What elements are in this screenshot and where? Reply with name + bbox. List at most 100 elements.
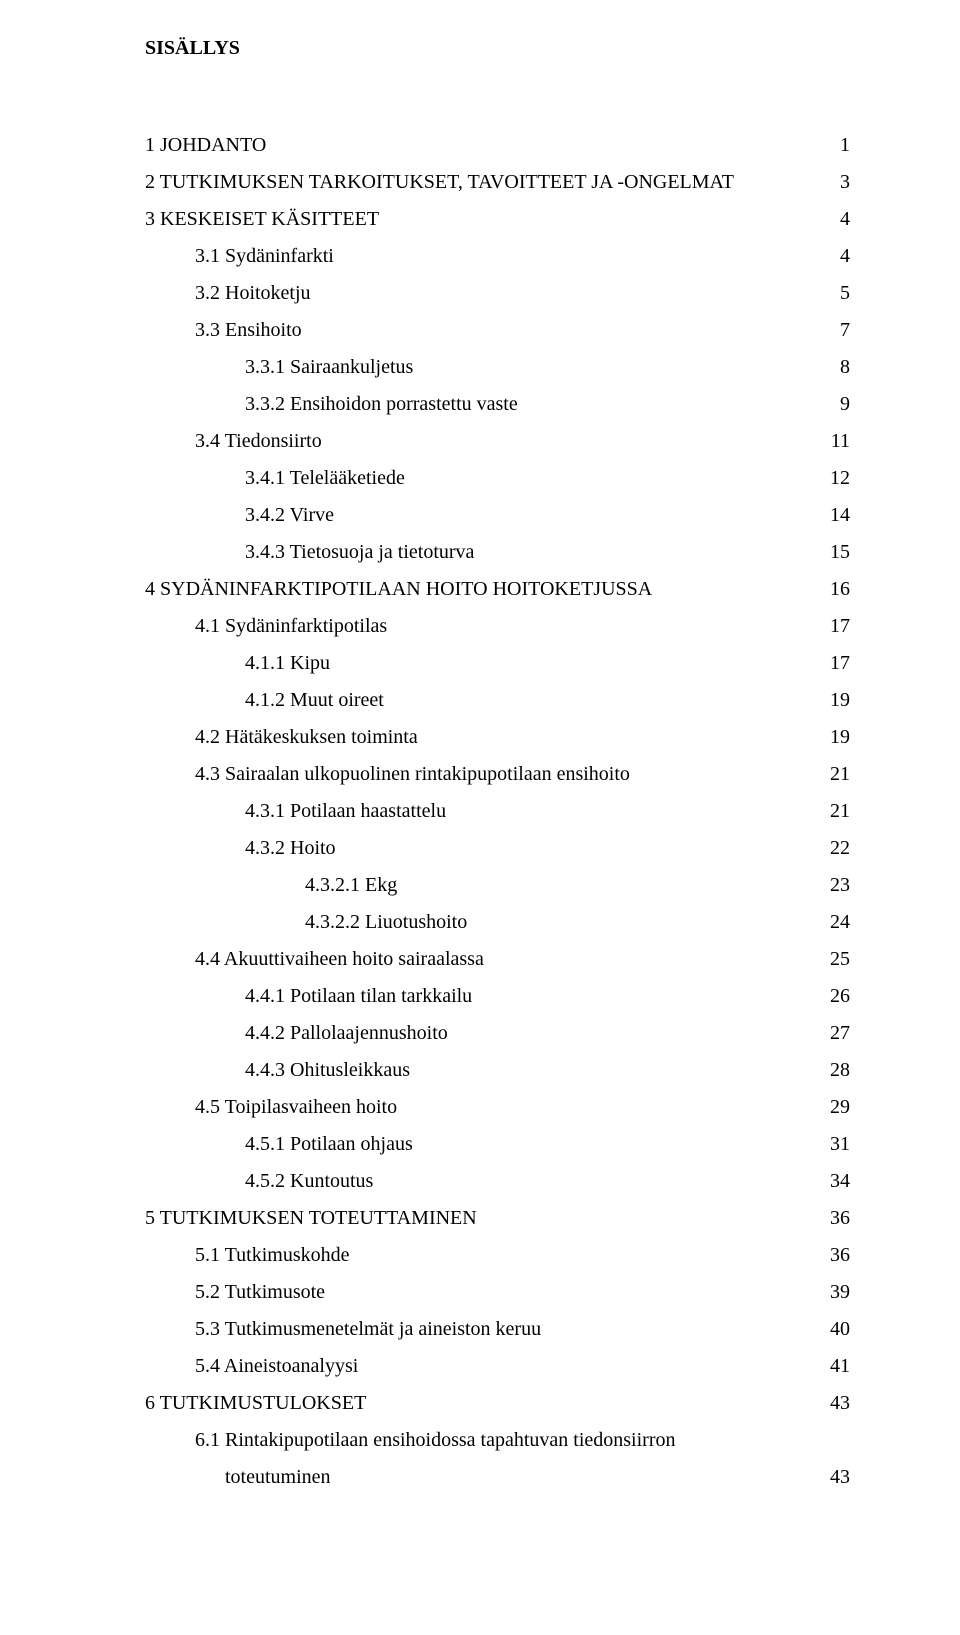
toc-page: 19 — [820, 719, 850, 756]
toc-label: 6.1 Rintakipupotilaan ensihoidossa tapah… — [145, 1422, 675, 1459]
toc-page: 24 — [820, 904, 850, 941]
toc-row: 3.1 Sydäninfarkti 4 — [145, 238, 850, 275]
toc-label: 4.1 Sydäninfarktipotilas — [145, 608, 387, 645]
toc-row: 3.4.3 Tietosuoja ja tietoturva 15 — [145, 534, 850, 571]
toc-row: 3.4.1 Telelääketiede 12 — [145, 460, 850, 497]
toc-row: 4.1.1 Kipu17 — [145, 645, 850, 682]
toc-label: 4.4.2 Pallolaajennushoito — [145, 1015, 448, 1052]
toc-page: 19 — [820, 682, 850, 719]
toc-row: 4.1 Sydäninfarktipotilas 17 — [145, 608, 850, 645]
toc-page: 29 — [820, 1089, 850, 1126]
toc-page: 26 — [820, 978, 850, 1015]
toc-label: 4.4 Akuuttivaiheen hoito sairaalassa — [145, 941, 484, 978]
toc-page: 23 — [820, 867, 850, 904]
toc-row: 4 SYDÄNINFARKTIPOTILAAN HOITO HOITOKETJU… — [145, 571, 850, 608]
toc-page: 11 — [820, 423, 850, 460]
toc-row: 4.5.1 Potilaan ohjaus 31 — [145, 1126, 850, 1163]
toc-page: 3 — [820, 164, 850, 201]
toc-label: 4.3.2.1 Ekg — [145, 867, 397, 904]
toc-row: 3.3.1 Sairaankuljetus 8 — [145, 349, 850, 386]
toc-row: 3 KESKEISET KÄSITTEET 4 — [145, 201, 850, 238]
toc-page: 1 — [820, 127, 850, 164]
toc-label: 4.3.2.2 Liuotushoito — [145, 904, 467, 941]
toc-page: 17 — [820, 608, 850, 645]
toc-page: 4 — [820, 238, 850, 275]
toc-page: 14 — [820, 497, 850, 534]
toc-label: 3.4.1 Telelääketiede — [145, 460, 405, 497]
toc-label: 4.4.1 Potilaan tilan tarkkailu — [145, 978, 472, 1015]
toc-page: 41 — [820, 1348, 850, 1385]
toc-row: 4.5.2 Kuntoutus 34 — [145, 1163, 850, 1200]
toc-row: 4.3 Sairaalan ulkopuolinen rintakipupoti… — [145, 756, 850, 793]
toc-page: 31 — [820, 1126, 850, 1163]
toc-page: 40 — [820, 1311, 850, 1348]
toc-page: 5 — [820, 275, 850, 312]
toc-row: 5.4 Aineistoanalyysi 41 — [145, 1348, 850, 1385]
toc-page: 43 — [820, 1385, 850, 1422]
toc-label: 5.4 Aineistoanalyysi — [145, 1348, 358, 1385]
toc-label: 3 KESKEISET KÄSITTEET — [145, 201, 379, 238]
toc-row: 1 JOHDANTO 1 — [145, 127, 850, 164]
toc-label: 2 TUTKIMUKSEN TARKOITUKSET, TAVOITTEET J… — [145, 164, 734, 201]
toc-label: 3.1 Sydäninfarkti — [145, 238, 334, 275]
toc-page: 36 — [820, 1200, 850, 1237]
toc-label: 4.2 Hätäkeskuksen toiminta — [145, 719, 418, 756]
toc-row: 5 TUTKIMUKSEN TOTEUTTAMINEN 36 — [145, 1200, 850, 1237]
toc-label: 3.4.2 Virve — [145, 497, 334, 534]
toc-body: 1 JOHDANTO 1 2 TUTKIMUKSEN TARKOITUKSET, T… — [145, 127, 850, 1496]
toc-page: 28 — [820, 1052, 850, 1089]
toc-page: 7 — [820, 312, 850, 349]
toc-row: 5.2 Tutkimusote39 — [145, 1274, 850, 1311]
toc-title: SISÄLLYS — [145, 30, 850, 67]
toc-page: 34 — [820, 1163, 850, 1200]
toc-row: 4.3.2.1 Ekg 23 — [145, 867, 850, 904]
toc-page: 21 — [820, 793, 850, 830]
toc-label: 4.3 Sairaalan ulkopuolinen rintakipupoti… — [145, 756, 630, 793]
toc-row: 4.4.2 Pallolaajennushoito 27 — [145, 1015, 850, 1052]
toc-label: 5.1 Tutkimuskohde — [145, 1237, 349, 1274]
toc-label: 4 SYDÄNINFARKTIPOTILAAN HOITO HOITOKETJU… — [145, 571, 652, 608]
toc-row: 4.3.1 Potilaan haastattelu 21 — [145, 793, 850, 830]
toc-row: 4.3.2.2 Liuotushoito 24 — [145, 904, 850, 941]
toc-label: 4.5.2 Kuntoutus — [145, 1163, 373, 1200]
toc-label: 5 TUTKIMUKSEN TOTEUTTAMINEN — [145, 1200, 477, 1237]
toc-label: 3.4 Tiedonsiirto — [145, 423, 322, 460]
toc-page: 22 — [820, 830, 850, 867]
toc-label: 5.3 Tutkimusmenetelmät ja aineiston keru… — [145, 1311, 541, 1348]
toc-page: 25 — [820, 941, 850, 978]
toc-label: 4.3.1 Potilaan haastattelu — [145, 793, 446, 830]
toc-page: 15 — [820, 534, 850, 571]
toc-row: 3.2 Hoitoketju 5 — [145, 275, 850, 312]
toc-label: 4.5.1 Potilaan ohjaus — [145, 1126, 413, 1163]
toc-row: 4.4.3 Ohitusleikkaus28 — [145, 1052, 850, 1089]
toc-row: toteutuminen43 — [145, 1459, 850, 1496]
toc-row: 3.4.2 Virve 14 — [145, 497, 850, 534]
toc-page: 17 — [820, 645, 850, 682]
toc-page: 27 — [820, 1015, 850, 1052]
toc-row: 4.3.2 Hoito22 — [145, 830, 850, 867]
toc-label: 3.4.3 Tietosuoja ja tietoturva — [145, 534, 474, 571]
toc-row: 3.3 Ensihoito 7 — [145, 312, 850, 349]
toc-page: 4 — [820, 201, 850, 238]
toc-row: 6 TUTKIMUSTULOKSET43 — [145, 1385, 850, 1422]
toc-label: 3.3 Ensihoito — [145, 312, 302, 349]
toc-row: 4.5 Toipilasvaiheen hoito 29 — [145, 1089, 850, 1126]
toc-page: 36 — [820, 1237, 850, 1274]
toc-row: 5.1 Tutkimuskohde 36 — [145, 1237, 850, 1274]
toc-row: 4.4 Akuuttivaiheen hoito sairaalassa 25 — [145, 941, 850, 978]
toc-page: 43 — [820, 1459, 850, 1496]
toc-page: 21 — [820, 756, 850, 793]
toc-label: 4.5 Toipilasvaiheen hoito — [145, 1089, 397, 1126]
toc-row: 3.4 Tiedonsiirto 11 — [145, 423, 850, 460]
toc-page: 12 — [820, 460, 850, 497]
toc-row: 4.4.1 Potilaan tilan tarkkailu 26 — [145, 978, 850, 1015]
toc-page: 8 — [820, 349, 850, 386]
toc-label: 3.2 Hoitoketju — [145, 275, 311, 312]
toc-label: 3.3.1 Sairaankuljetus — [145, 349, 413, 386]
toc-label: 5.2 Tutkimusote — [145, 1274, 325, 1311]
toc-row: 6.1 Rintakipupotilaan ensihoidossa tapah… — [145, 1422, 850, 1459]
toc-label: 1 JOHDANTO — [145, 127, 266, 164]
toc-page: 9 — [820, 386, 850, 423]
toc-label: 4.1.2 Muut oireet — [145, 682, 384, 719]
toc-label: 3.3.2 Ensihoidon porrastettu vaste — [145, 386, 518, 423]
